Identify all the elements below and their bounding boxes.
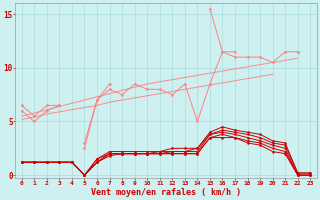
X-axis label: Vent moyen/en rafales ( km/h ): Vent moyen/en rafales ( km/h ) xyxy=(91,188,241,197)
